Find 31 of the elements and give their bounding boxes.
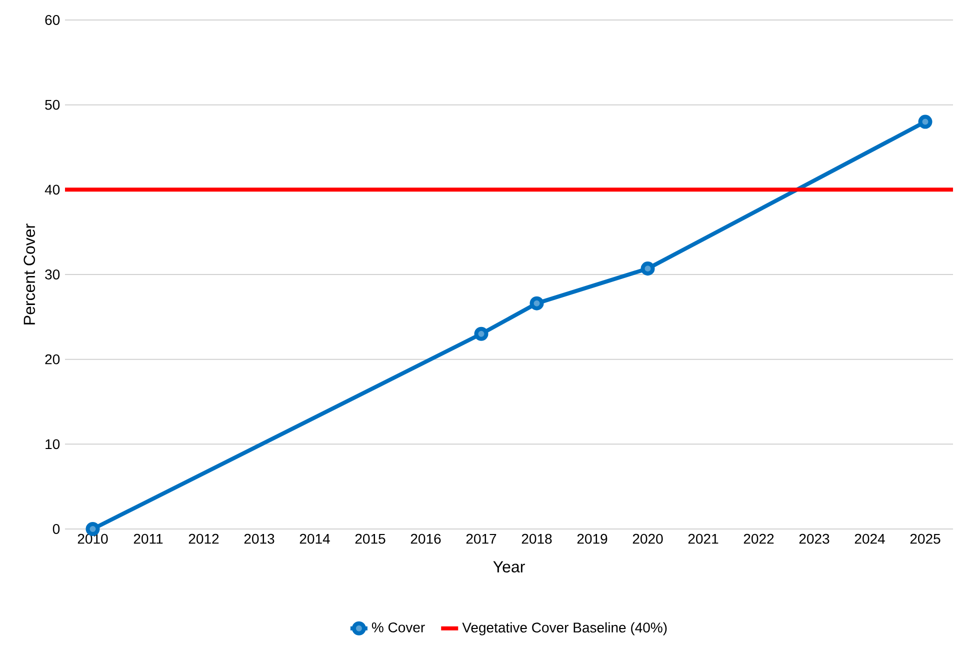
x-tick-label: 2018 — [522, 534, 552, 544]
y-tick-label: 60 — [45, 15, 60, 25]
point — [530, 296, 544, 310]
x-tick-label: 2021 — [688, 534, 718, 544]
point — [474, 326, 488, 341]
legend-label: Vegetative Cover Baseline (40%) — [462, 622, 667, 636]
x-tick-label: 2023 — [799, 534, 830, 544]
x-tick-label: 2013 — [244, 534, 274, 544]
x-tick-label: 2015 — [355, 534, 386, 544]
y-axis-title: Percent Cover — [24, 224, 36, 324]
legend-label: % Cover — [372, 622, 425, 632]
y-tick-label: 40 — [44, 184, 60, 195]
x-axis-title: Year — [493, 561, 525, 572]
x-tick-label: 2011 — [134, 534, 163, 544]
x-tick-label: 2012 — [188, 534, 219, 544]
x-tick-label: 2010 — [78, 534, 108, 544]
y-tick-label: 30 — [45, 270, 60, 280]
y-tick-label: 10 — [46, 439, 60, 450]
x-tick-label: 2022 — [744, 534, 774, 544]
point — [640, 262, 655, 276]
y-tick-label: 0 — [52, 524, 60, 534]
x-tick-label: 2025 — [910, 534, 940, 544]
x-tick-label: 2019 — [577, 534, 608, 544]
point — [918, 114, 932, 129]
x-tick-label: 2014 — [300, 534, 330, 544]
x-tick-label: 2017 — [466, 534, 496, 544]
x-tick-label: 2024 — [854, 534, 885, 544]
x-tick-label: 2016 — [410, 534, 441, 544]
y-tick-label: 50 — [45, 100, 60, 110]
y-tick-label: 20 — [45, 354, 60, 364]
x-tick-label: 2020 — [632, 534, 663, 544]
